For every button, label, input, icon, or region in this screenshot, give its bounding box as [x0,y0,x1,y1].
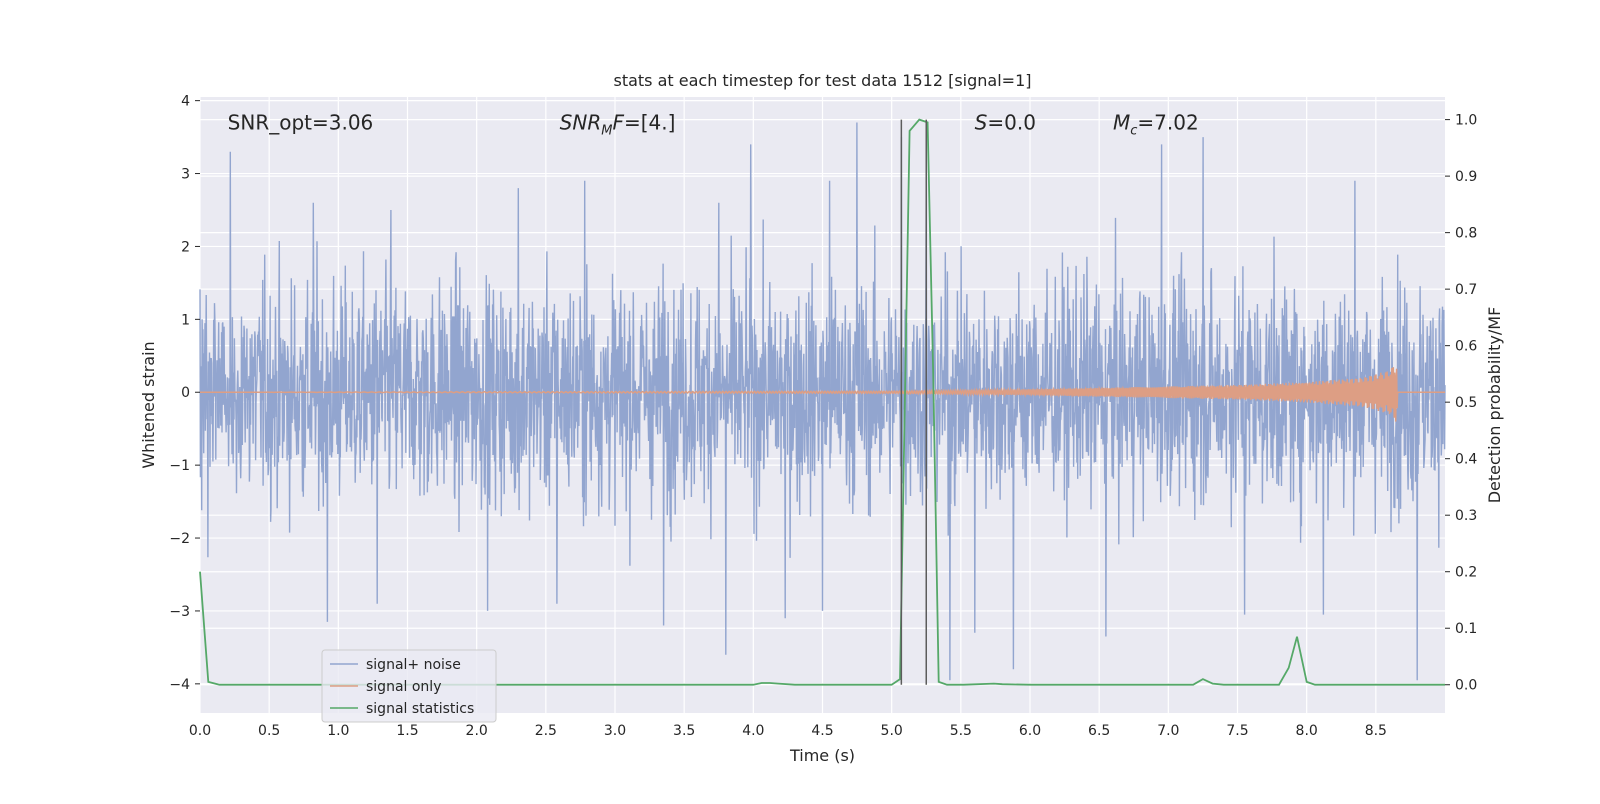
legend-box [321,649,497,723]
y-axis-label: Whitened strain [139,341,158,468]
legend-label-signal-statistics: signal statistics [366,701,474,717]
y-tick-label: 3 [181,167,190,183]
x-tick-label: 2.5 [535,723,557,739]
y2-tick-label: 0.7 [1455,282,1477,298]
y-tick-label: −3 [169,604,190,620]
y2-tick-label: 0.5 [1455,395,1477,411]
vertical-markers [900,119,927,685]
y2-tick-label: 0.3 [1455,508,1477,524]
y2-tick-label: 1.0 [1455,113,1477,129]
y-tick-label: −4 [169,677,190,693]
y2-axis-label: Detection probability/MF [1485,307,1504,504]
x-tick-label: 1.0 [327,723,349,739]
annotations: SNR_opt=3.06 SNRMF=[4.] S=0.0 Mc=7.02 [228,111,1199,139]
line-signal-statistics [199,118,1445,686]
x-tick-label: 3.0 [604,723,626,739]
x-tick-label: 7.5 [1226,723,1248,739]
legend: signal+ noise signal only signal statist… [321,649,497,723]
y-tick-label: −1 [169,458,190,474]
annotation-2: S=0.0 [975,111,1036,135]
y2-tick-label: 0.9 [1455,169,1477,185]
y2-tick-label: 0.0 [1455,678,1477,694]
x-tick-label: 8.0 [1296,723,1318,739]
x-tick-label: 1.5 [396,723,418,739]
y-tick-labels: −4 −3 −2 −1 0 1 2 3 4 [169,94,200,693]
y2-tick-label: 0.4 [1455,452,1477,468]
annotation-0: SNR_opt=3.06 [228,111,374,135]
y-tick-label: 4 [181,94,190,110]
x-tick-label: 4.5 [811,723,833,739]
x-tick-label: 5.5 [950,723,972,739]
y2-tick-label: 0.8 [1455,226,1477,242]
y-tick-label: 2 [181,239,190,255]
x-axis-label: Time (s) [789,746,855,765]
x-tick-label: 2.0 [466,723,488,739]
x-tick-label: 5.0 [881,723,903,739]
y2-tick-label: 0.1 [1455,621,1477,637]
series-signal-statistics [199,118,1445,686]
y-tick-label: 0 [181,385,190,401]
chart-title: stats at each timestep for test data 151… [613,71,1031,90]
legend-label-signal-only: signal only [366,679,441,695]
x-tick-label: 6.5 [1088,723,1110,739]
x-tick-label: 3.5 [673,723,695,739]
y2-tick-label: 0.2 [1455,565,1477,581]
x-tick-label: 0.5 [258,723,280,739]
y-tick-label: 1 [181,312,190,328]
y-tick-label: −2 [169,531,190,547]
x-tick-label: 4.0 [742,723,764,739]
x-tick-label: 8.5 [1365,723,1387,739]
x-tick-label: 6.0 [1019,723,1041,739]
annotation-3: Mc=7.02 [1113,111,1199,139]
y2-tick-label: 0.6 [1455,339,1477,355]
legend-label-signal-noise: signal+ noise [366,657,461,673]
x-tick-label: 0.0 [189,723,211,739]
x-tick-label: 7.0 [1157,723,1179,739]
line-signal-only [200,367,1445,422]
series-signal-only [200,367,1445,422]
y2-tick-labels: 0.0 0.1 0.2 0.3 0.4 0.5 0.6 0.7 0.8 0.9 1.0 [1445,113,1477,694]
annotation-1: SNRMF=[4.] [560,111,676,139]
x-tick-labels: 0.0 0.5 1.0 1.5 2.0 2.5 3.0 3.5 4.0 4.5 5.0 5.5 6.0 6… [189,723,1387,739]
